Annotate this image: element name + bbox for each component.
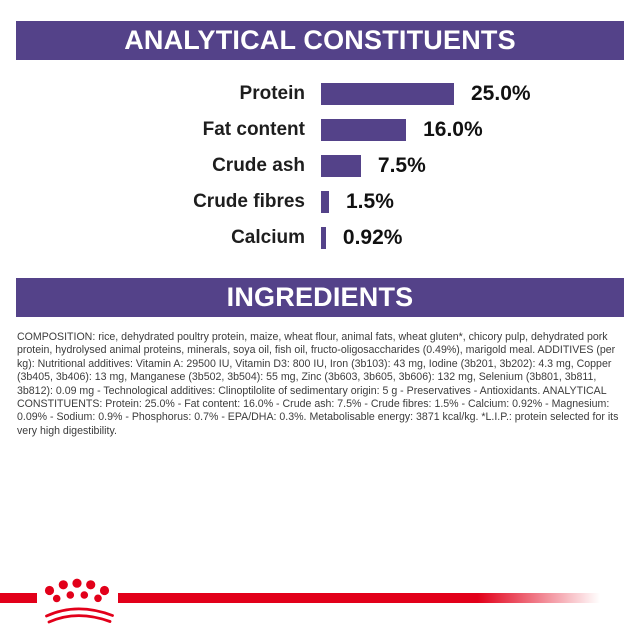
red-stripe-left [0,593,37,603]
chart-row: Fat content 16.0% [0,118,640,141]
chart-row-label: Crude ash [212,155,305,176]
analytical-constituents-title: ANALYTICAL CONSTITUENTS [124,25,516,55]
chart-row-value: 0.92% [342,226,403,249]
chart-row: Crude ash 7.5% [0,154,640,177]
red-stripe-right [118,593,640,603]
chart-row-value: 1.5% [346,190,394,213]
chart-row-label: Protein [239,83,305,104]
chart-row-value: 16.0% [423,118,483,141]
chart-row: Calcium 0.92% [0,226,640,249]
chart-row-value: 7.5% [377,154,426,177]
chart-bar [321,83,454,105]
analytical-constituents-header: ANALYTICAL CONSTITUENTS [16,21,624,60]
ingredients-paragraph: COMPOSITION: rice, dehydrated poultry pr… [17,331,619,437]
chart-row-label: Crude fibres [193,191,305,212]
chart-row: Protein 25.0% [0,82,640,105]
chart-bar [321,227,326,249]
chart-row-label: Calcium [231,227,305,248]
chart-bar [321,155,361,177]
chart-bar [321,119,407,141]
chart-row-label: Fat content [202,119,305,140]
bar-chart: Protein 25.0% Fat content 16.0% Crude ash 7.5… [0,82,640,263]
chart-row: Crude fibres 1.5% [0,190,640,213]
ingredients-header: INGREDIENTS [16,278,624,317]
chart-bar [321,191,329,213]
chart-row-value: 25.0% [471,82,531,105]
ingredients-title: INGREDIENTS [226,282,414,312]
royal-canin-crown-icon [44,578,114,624]
